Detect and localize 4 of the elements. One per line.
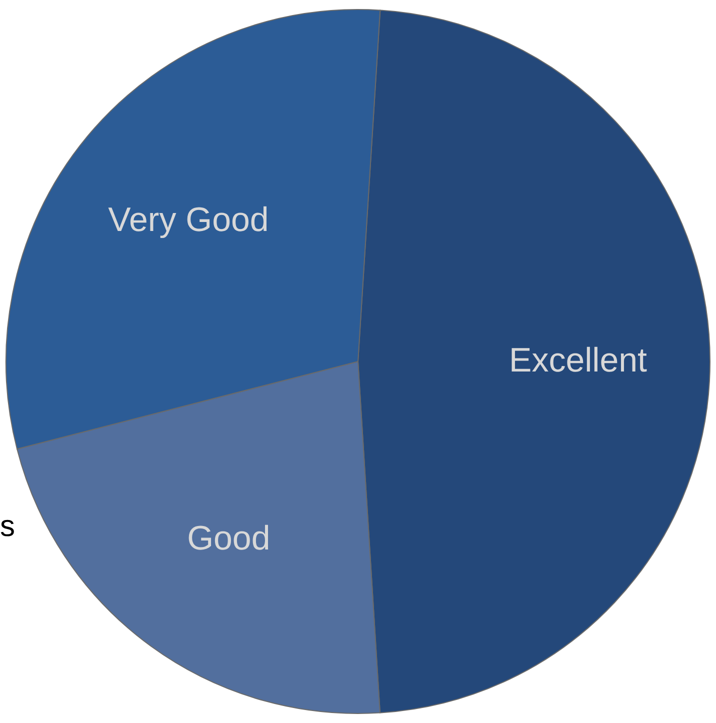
slice-label: Good [187, 519, 270, 558]
slice-label: Excellent [509, 342, 648, 380]
slice-label: Very Good [108, 201, 269, 240]
text: s [0, 510, 15, 543]
